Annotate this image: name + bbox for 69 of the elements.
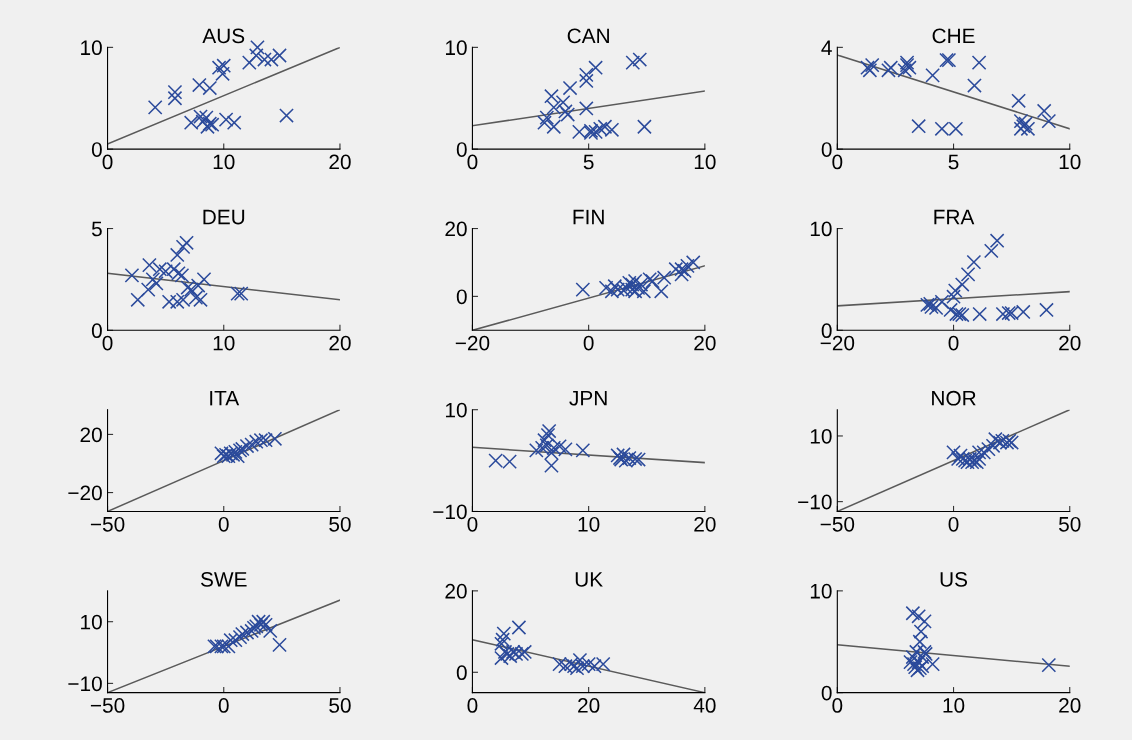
- x-tick-label: 0: [583, 335, 594, 351]
- chart-title: AUS: [202, 28, 245, 44]
- chart-title: SWE: [200, 571, 247, 587]
- x-tick-label: −50: [90, 516, 125, 532]
- y-tick-label: 0: [456, 142, 467, 157]
- y-tick-label: −10: [433, 504, 467, 520]
- chart-title: CAN: [567, 28, 609, 44]
- chart-title: DEU: [203, 209, 245, 225]
- x-tick-label: 0: [948, 335, 959, 351]
- x-tick-label: 20: [1059, 698, 1081, 713]
- x-tick-label: −50: [820, 516, 855, 532]
- x-tick-label: 20: [578, 698, 600, 713]
- y-tick-label: 5: [91, 221, 102, 237]
- x-tick-label: 5: [948, 154, 959, 170]
- chart-title: FRA: [934, 209, 975, 225]
- x-tick-label: 0: [832, 698, 843, 713]
- x-tick-label: 0: [467, 516, 478, 532]
- x-tick-label: 20: [694, 335, 716, 351]
- y-tick-label: 4: [821, 40, 832, 55]
- y-tick-label: 10: [810, 221, 832, 237]
- y-tick-label: 20: [445, 583, 467, 599]
- y-tick-label: −10: [68, 676, 102, 692]
- y-tick-label: 0: [456, 289, 467, 305]
- x-tick-label: 50: [1058, 516, 1081, 532]
- x-tick-label: 10: [1059, 154, 1081, 170]
- x-tick-label: 20: [1059, 335, 1081, 351]
- x-tick-label: 0: [102, 154, 113, 170]
- x-tick-label: 0: [832, 154, 843, 170]
- x-tick-label: 10: [213, 154, 235, 170]
- y-tick-label: 10: [810, 583, 832, 599]
- x-tick-label: 10: [213, 335, 235, 351]
- x-tick-label: 10: [578, 516, 600, 532]
- x-tick-label: 0: [948, 516, 959, 532]
- chart-title: UK: [575, 572, 603, 587]
- x-tick-label: 10: [943, 698, 965, 713]
- y-tick-label: 0: [821, 142, 832, 157]
- x-tick-label: 20: [329, 154, 351, 170]
- y-tick-label: −10: [798, 494, 832, 510]
- x-tick-label: −50: [90, 698, 125, 713]
- x-tick-label: 50: [329, 698, 351, 713]
- chart-title: JPN: [569, 391, 607, 406]
- y-tick-label: 0: [91, 142, 102, 157]
- x-tick-label: 0: [467, 698, 478, 713]
- y-tick-label: −20: [68, 485, 102, 501]
- x-tick-label: 20: [329, 335, 351, 351]
- y-tick-label: 10: [445, 402, 467, 418]
- x-tick-label: 50: [329, 516, 351, 532]
- x-tick-label: 0: [467, 154, 478, 170]
- x-tick-label: 5: [583, 154, 594, 170]
- x-tick-label: 0: [102, 335, 113, 351]
- y-tick-label: 10: [81, 614, 102, 630]
- chart-title: US: [940, 571, 968, 587]
- x-tick-label: 0: [218, 698, 229, 713]
- chart-title: CHE: [932, 28, 975, 44]
- x-tick-label: 40: [693, 698, 716, 713]
- y-tick-label: 20: [80, 427, 102, 443]
- x-tick-label: 10: [694, 154, 716, 170]
- y-tick-label: 10: [445, 40, 467, 56]
- y-tick-label: 10: [81, 40, 102, 56]
- y-tick-label: 0: [821, 685, 832, 701]
- y-tick-label: 0: [91, 323, 102, 339]
- chart-title: ITA: [210, 391, 240, 406]
- y-tick-label: 10: [810, 428, 832, 444]
- y-tick-label: 0: [456, 665, 467, 681]
- x-tick-label: 20: [694, 516, 716, 532]
- chart-title: FIN: [573, 209, 604, 225]
- x-tick-label: 0: [218, 516, 229, 532]
- chart-title: NOR: [932, 390, 976, 406]
- y-tick-label: 20: [445, 221, 467, 237]
